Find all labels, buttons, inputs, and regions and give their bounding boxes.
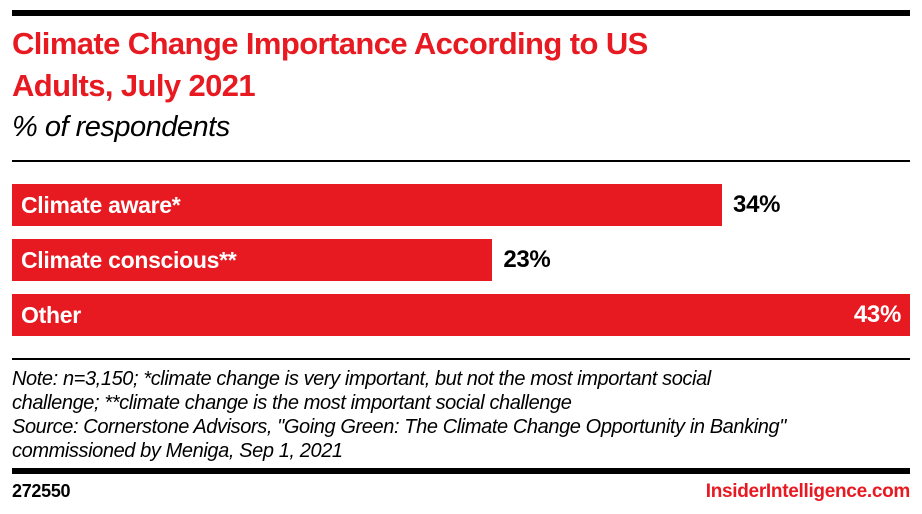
bar-row-other: Other 43% <box>12 294 910 336</box>
chart-title: Climate Change Importance According to U… <box>12 23 910 107</box>
bar-value-climate-aware: 34% <box>733 191 781 218</box>
bar-climate-conscious: Climate conscious** <box>12 239 493 281</box>
bar-value-climate-conscious: 23% <box>503 246 551 273</box>
bottom-divider-bar <box>12 468 910 474</box>
header-rule <box>12 160 910 162</box>
source-line-1: Source: Cornerstone Advisors, "Going Gre… <box>12 416 786 438</box>
source-line-2: commissioned by Meniga, Sep 1, 2021 <box>12 440 343 462</box>
bar-row-climate-aware: Climate aware* 34% <box>12 184 910 226</box>
chart-page: Climate Change Importance According to U… <box>0 10 922 514</box>
note-line-2: challenge; **climate change is the most … <box>12 392 572 414</box>
bar-value-other: 43% <box>853 301 901 328</box>
bar-label-climate-aware: Climate aware* <box>21 191 181 218</box>
note-line-1: Note: n=3,150; *climate change is very i… <box>12 368 711 390</box>
bar-climate-aware: Climate aware* <box>12 184 723 226</box>
chart-title-line1: Climate Change Importance According to U… <box>12 26 648 61</box>
bar-row-climate-conscious: Climate conscious** 23% <box>12 239 910 281</box>
note-source-block: Note: n=3,150; *climate change is very i… <box>12 367 910 463</box>
chart-id: 272550 <box>12 481 71 501</box>
top-divider-bar <box>12 10 910 16</box>
notes-rule <box>12 358 910 360</box>
site-name: InsiderIntelligence.com <box>705 481 911 502</box>
chart-subtitle: % of respondents <box>12 111 230 143</box>
footer: 272550 InsiderIntelligence.com <box>12 481 910 503</box>
chart-title-line2: Adults, July 2021 <box>12 68 256 103</box>
bar-chart: Climate aware* 34% Climate conscious** 2… <box>12 184 910 336</box>
bar-other: Other 43% <box>12 294 910 336</box>
bar-label-other: Other <box>21 301 81 328</box>
bar-label-climate-conscious: Climate conscious** <box>21 246 237 273</box>
